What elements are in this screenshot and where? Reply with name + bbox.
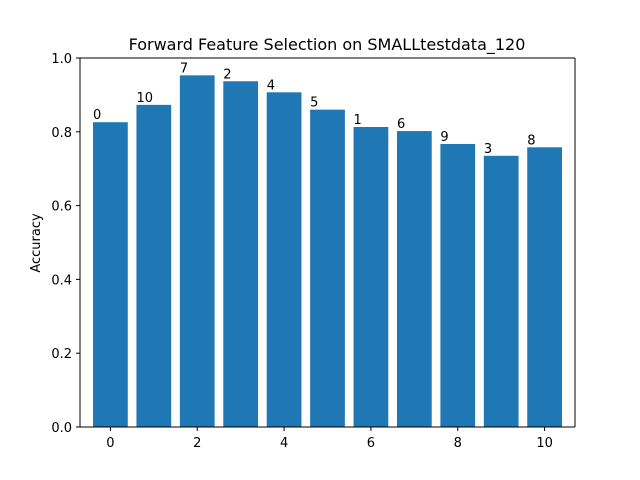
bar-label-0: 0 bbox=[93, 108, 101, 123]
bar-9 bbox=[483, 155, 519, 428]
y-tick-label-3: 0.6 bbox=[51, 200, 72, 215]
bar-7 bbox=[396, 131, 432, 427]
x-tick-label-4: 4 bbox=[280, 436, 288, 451]
y-tick-label-0: 0.0 bbox=[51, 421, 72, 436]
y-tick-label-1: 0.2 bbox=[51, 347, 72, 362]
bar-0 bbox=[93, 122, 128, 428]
x-tick-label-8: 8 bbox=[454, 436, 462, 451]
bar-label-3: 2 bbox=[223, 67, 231, 82]
bar-label-4: 4 bbox=[267, 78, 275, 93]
y-axis-label: Accuracy bbox=[29, 213, 44, 273]
bars-group bbox=[93, 75, 562, 428]
bar-labels-group: 0 10 7 2 4 5 1 6 9 3 8 bbox=[93, 61, 535, 156]
bar-1 bbox=[136, 104, 172, 428]
bar-label-10: 8 bbox=[527, 133, 535, 148]
bar-5 bbox=[310, 109, 345, 427]
bar-3 bbox=[223, 81, 259, 427]
x-tick-label-6: 6 bbox=[367, 436, 375, 451]
bar-label-6: 1 bbox=[354, 113, 362, 128]
bar-label-7: 6 bbox=[397, 117, 405, 132]
x-tick-label-2: 2 bbox=[193, 436, 201, 451]
bar-8 bbox=[440, 143, 476, 428]
bar-2 bbox=[179, 75, 215, 427]
bar-label-2: 7 bbox=[180, 61, 188, 76]
axes-group: 0 2 4 6 8 100.00.20.40.60.81.0 bbox=[51, 52, 576, 451]
y-tick-label-5: 1.0 bbox=[51, 52, 72, 67]
bar-label-9: 3 bbox=[484, 142, 492, 157]
y-tick-label-4: 0.8 bbox=[51, 126, 72, 141]
bar-label-8: 9 bbox=[440, 130, 448, 145]
bar-10 bbox=[527, 147, 562, 428]
bar-6 bbox=[353, 127, 389, 427]
y-tick-label-2: 0.4 bbox=[51, 273, 72, 288]
bar-label-5: 5 bbox=[310, 96, 318, 111]
bar-label-1: 10 bbox=[136, 91, 153, 106]
x-tick-label-0: 0 bbox=[106, 436, 114, 451]
x-tick-label-10: 10 bbox=[536, 436, 553, 451]
chart-title: Forward Feature Selection on SMALLtestda… bbox=[129, 35, 526, 55]
bar-4 bbox=[266, 92, 302, 427]
